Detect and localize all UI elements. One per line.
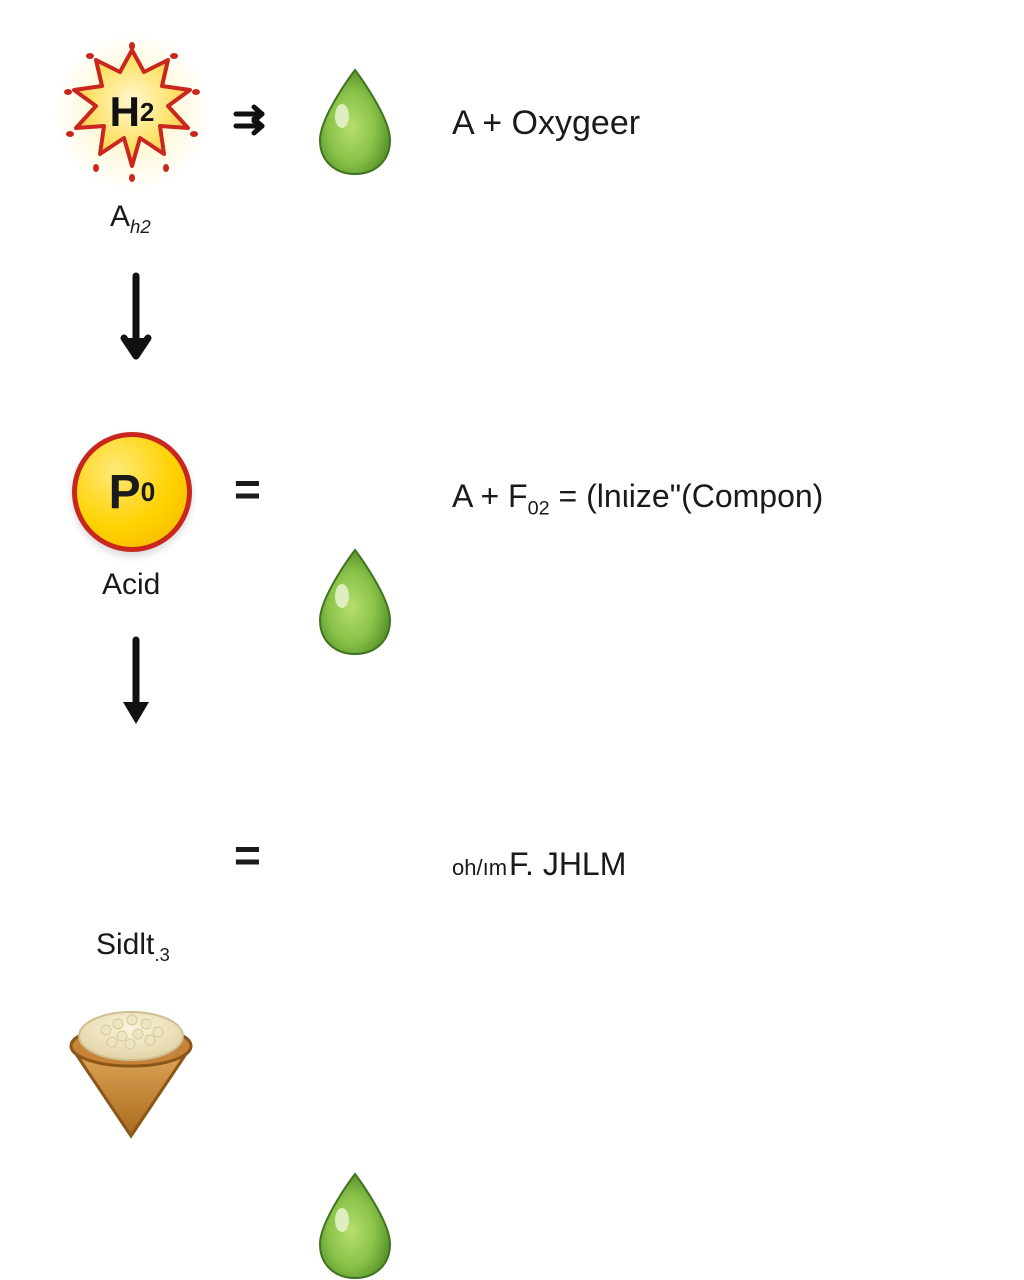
starburst-text: H2 — [62, 42, 202, 182]
row1-starburst-icon: H2 — [62, 42, 202, 182]
row3-droplet-icon — [312, 1170, 398, 1280]
arrow-down-2-icon — [118, 636, 154, 726]
row1-arrow-icon — [232, 102, 276, 138]
row3-equals: = — [234, 828, 261, 882]
row2-formula: A + F02 = (lnιize"(Compon) — [452, 478, 823, 520]
row1-label: Ah2 — [110, 200, 151, 238]
row1-formula: A + Oxygeer — [452, 104, 640, 143]
arrow-down-1-icon — [118, 272, 154, 362]
row1-droplet-icon — [312, 66, 398, 176]
row2-droplet-icon — [312, 546, 398, 656]
row2-label: Acid — [102, 568, 160, 602]
row2-equals: = — [234, 462, 261, 516]
row2-disc-icon: P0 — [72, 432, 192, 552]
diagram-stage: H2 Ah2 — [0, 0, 1024, 1024]
row3-formula: oh/ımF. JHLM — [452, 846, 626, 883]
row3-cone-icon — [56, 990, 206, 1140]
row3-label: Sidlt.3 — [96, 928, 170, 966]
